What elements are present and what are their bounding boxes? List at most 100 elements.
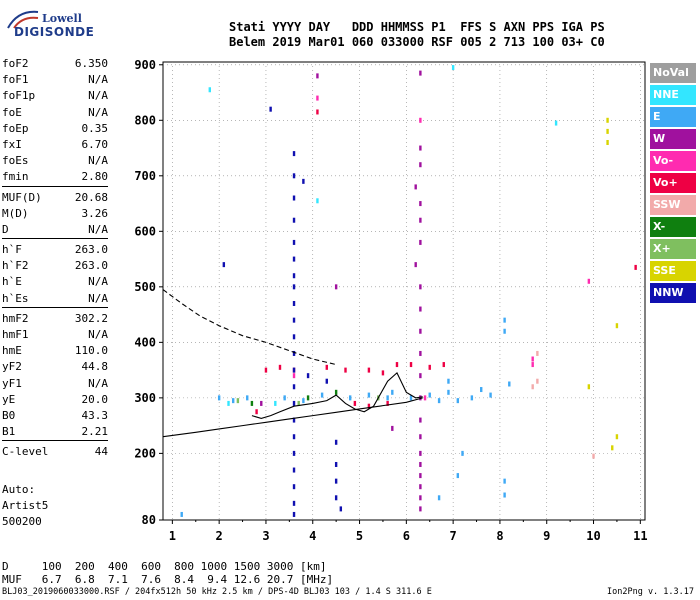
params-separator	[2, 306, 108, 308]
x-tick-label: 11	[633, 529, 647, 543]
auto-version: 500200	[2, 515, 42, 528]
param-name: foF2	[2, 57, 29, 70]
param-name: yF1	[2, 376, 22, 390]
header-field-names: Stati YYYY DAY DDD HHMMSS P1 FFS S AXN P…	[229, 20, 605, 34]
params-separator	[2, 185, 108, 187]
param-row-b0: B0 43.3	[2, 408, 108, 424]
x-tick-label: 5	[356, 529, 363, 543]
param-row-yf1: yF1 N/A	[2, 376, 108, 392]
param-row-foes: foEs N/A	[2, 153, 108, 169]
data-point-e	[283, 395, 286, 401]
data-point-nnw	[292, 367, 296, 373]
data-point-x	[334, 389, 338, 395]
data-point-nnw	[292, 511, 296, 517]
data-point-w	[419, 495, 422, 501]
y-tick-label: 700	[134, 169, 156, 183]
x-tick-label: 7	[450, 529, 457, 543]
data-point-e	[503, 328, 506, 334]
data-point-ssw	[592, 453, 595, 459]
param-name: yF2	[2, 360, 22, 374]
y-tick-label: 900	[134, 58, 156, 72]
data-point-nnw	[325, 378, 328, 384]
data-point-e	[437, 398, 441, 404]
param-row-mufd: MUF(D) 20.68	[2, 190, 108, 206]
profile-trace-line	[162, 397, 423, 438]
data-point-nnw	[292, 350, 296, 356]
data-point-vo	[353, 400, 357, 406]
data-point-nnw	[292, 467, 296, 473]
param-value: N/A	[88, 73, 108, 87]
param-value: 44	[94, 445, 108, 459]
data-point-w	[316, 73, 319, 79]
data-point-nne	[554, 120, 558, 126]
logo-arcs-icon	[7, 10, 39, 29]
auto-artist: Artist5	[2, 499, 49, 512]
param-value: N/A	[88, 291, 108, 305]
data-point-ssw	[536, 378, 539, 384]
param-name: D	[2, 222, 9, 236]
data-point-w	[419, 162, 422, 168]
param-row-fxi: fxI 6.70	[2, 137, 108, 153]
data-point-w	[419, 484, 422, 490]
data-point-nnw	[339, 506, 343, 512]
data-point-x	[297, 400, 300, 406]
data-point-e	[180, 511, 183, 517]
y-tick-label: 500	[134, 280, 156, 294]
distance-row: D 100 200 400 600 800 1000 1500 3000 [km…	[2, 560, 327, 573]
param-name: h`F2	[2, 259, 29, 273]
y-tick-label: 400	[134, 335, 156, 349]
data-point-e	[461, 450, 464, 456]
data-point-e	[456, 473, 460, 479]
param-name: foEp	[2, 121, 29, 135]
data-point-vo	[386, 400, 389, 406]
logo-lowell-text: Lowell	[42, 12, 82, 25]
data-point-e	[480, 387, 483, 393]
legend-entry-vo: Vo+	[650, 173, 696, 193]
data-point-w	[414, 184, 417, 190]
legend-entry-sse: SSE	[650, 261, 696, 281]
param-value: N/A	[88, 275, 108, 289]
param-name: h`E	[2, 275, 22, 289]
data-point-vo	[255, 409, 258, 415]
legend-entry-nnw: NNW	[650, 283, 696, 303]
data-point-nnw	[292, 273, 296, 279]
scaled-parameters-panel: foF2 6.350 foF1 N/A foF1p N/A foE N/A foEp 0.35 fx…	[2, 56, 108, 461]
params-separator	[2, 440, 108, 442]
data-point-e	[503, 492, 506, 498]
param-name: B0	[2, 408, 16, 422]
data-point-w	[419, 373, 422, 379]
logo-digisonde-text: DIGISONDE	[14, 25, 95, 39]
data-point-w	[419, 306, 422, 312]
data-point-e	[470, 395, 474, 401]
data-point-nnw	[292, 334, 296, 340]
data-point-x	[236, 398, 240, 404]
data-point-nnw	[292, 173, 296, 179]
legend-entry-vo: Vo-	[650, 151, 696, 171]
params-separator	[2, 238, 108, 240]
param-row-md: M(D) 3.26	[2, 206, 108, 222]
data-point-sse	[606, 128, 609, 134]
legend-entry-x: X-	[650, 217, 696, 237]
data-point-e	[456, 398, 460, 404]
data-point-x	[306, 395, 310, 401]
param-name: hmE	[2, 344, 22, 358]
data-point-e	[409, 395, 413, 401]
data-point-e	[503, 317, 506, 323]
param-value: 44.8	[81, 360, 109, 374]
param-row-hf2: h`F2 263.0	[2, 258, 108, 274]
extrapolation-trace-line	[162, 289, 337, 366]
plot-frame	[162, 61, 646, 521]
data-point-nne	[274, 400, 277, 406]
data-point-vo	[423, 395, 427, 401]
data-point-e	[302, 398, 305, 404]
param-name: hmF2	[2, 311, 29, 325]
data-point-nnw	[269, 106, 272, 112]
data-point-e	[231, 398, 235, 404]
data-point-nnw	[292, 195, 296, 201]
param-name: h`F	[2, 243, 22, 257]
station-header: Stati YYYY DAY DDD HHMMSS P1 FFS S AXN P…	[229, 20, 605, 50]
data-point-e	[320, 392, 324, 398]
data-point-e	[391, 389, 394, 395]
data-point-nnw	[292, 256, 296, 262]
data-point-w	[419, 70, 422, 76]
